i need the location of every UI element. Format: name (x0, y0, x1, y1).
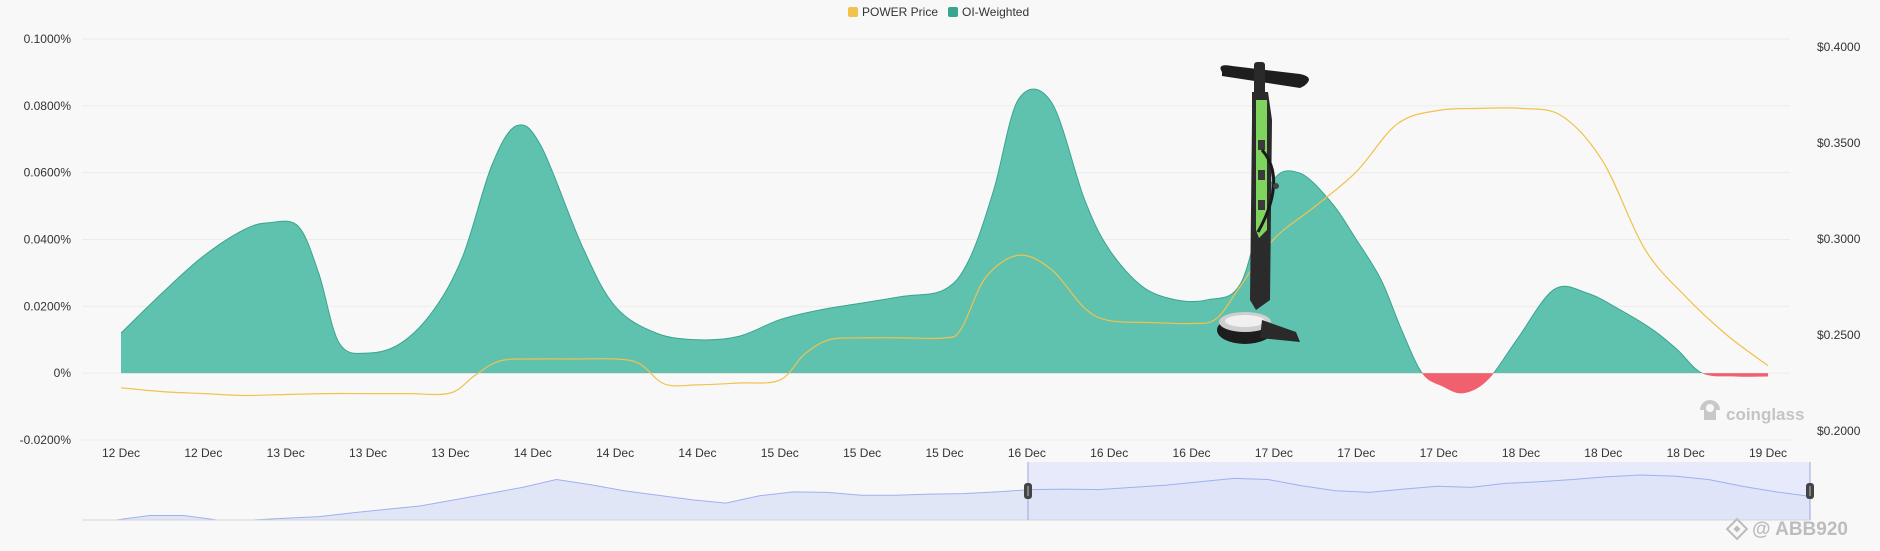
navigator-line (82, 474, 1811, 521)
legend-swatch-oi-weighted (948, 7, 958, 17)
left-y-axis: 0.1000% 0.0800% 0.0600% 0.0400% 0.0200% 0% -0.… (20, 32, 72, 447)
right-y-tick-label: $0.3000 (1817, 232, 1861, 246)
coinglass-watermark-text: coinglass (1726, 405, 1804, 424)
right-y-tick-label: $0.4000 (1817, 40, 1861, 54)
x-tick-label: 14 Dec (678, 446, 716, 460)
oi-area-positive (121, 89, 1703, 374)
coinglass-logo-icon (1700, 400, 1720, 420)
gridlines (82, 38, 1790, 441)
navigator-handle-right[interactable] (1806, 462, 1814, 520)
right-y-tick-label: $0.2000 (1817, 424, 1861, 438)
legend-swatch-power-price (848, 7, 858, 17)
x-tick-label: 14 Dec (596, 446, 634, 460)
x-tick-label: 13 Dec (349, 446, 387, 460)
legend-item-power-price[interactable]: POWER Price (848, 5, 938, 19)
x-tick-label: 16 Dec (1090, 446, 1128, 460)
left-y-tick-label: 0.0200% (24, 299, 72, 313)
left-y-tick-label: 0% (54, 366, 72, 380)
x-tick-label: 15 Dec (925, 446, 963, 460)
legend: POWER Price OI-Weighted (848, 5, 1029, 19)
x-tick-label: 19 Dec (1749, 446, 1787, 460)
author-watermark-text: @ ABB920 (1752, 519, 1848, 540)
x-tick-label: 17 Dec (1255, 446, 1293, 460)
oi-line (120, 88, 1704, 374)
left-y-tick-label: 0.1000% (24, 32, 72, 46)
right-y-axis: $0.4000 $0.3500 $0.3000 $0.2500 $0.2000 (1817, 40, 1861, 438)
x-tick-label: 17 Dec (1420, 446, 1458, 460)
oi-area-negative (121, 373, 1768, 394)
navigator-handle-left[interactable] (1024, 462, 1032, 520)
left-y-tick-label: 0.0800% (24, 99, 72, 113)
x-tick-label: 13 Dec (267, 446, 305, 460)
binance-logo-icon (1725, 517, 1749, 541)
x-tick-label: 16 Dec (1173, 446, 1211, 460)
legend-item-oi-weighted[interactable]: OI-Weighted (948, 5, 1029, 19)
x-tick-label: 15 Dec (843, 446, 881, 460)
x-tick-label: 12 Dec (184, 446, 222, 460)
power-price-series[interactable] (120, 107, 1769, 397)
x-tick-label: 17 Dec (1337, 446, 1375, 460)
left-y-tick-label: 0.0400% (24, 233, 72, 247)
x-tick-label: 12 Dec (102, 446, 140, 460)
x-tick-label: 16 Dec (1008, 446, 1046, 460)
x-tick-label: 18 Dec (1584, 446, 1622, 460)
price-line (120, 107, 1769, 397)
x-axis: 12 Dec 12 Dec 13 Dec 13 Dec 13 Dec 14 Dec 14 D… (102, 446, 1787, 460)
x-tick-label: 18 Dec (1502, 446, 1540, 460)
navigator[interactable] (82, 462, 1814, 521)
author-watermark: @ ABB920 (1725, 517, 1848, 541)
right-y-tick-label: $0.3500 (1817, 136, 1861, 150)
right-y-tick-label: $0.2500 (1817, 328, 1861, 342)
coinglass-watermark: coinglass (1700, 400, 1804, 424)
floor-pump-image (1217, 62, 1309, 344)
x-tick-label: 13 Dec (431, 446, 469, 460)
x-tick-label: 18 Dec (1667, 446, 1705, 460)
left-y-tick-label: 0.0600% (24, 166, 72, 180)
legend-label-power-price: POWER Price (862, 5, 938, 19)
navigator-area (82, 475, 1810, 520)
legend-label-oi-weighted: OI-Weighted (962, 5, 1029, 19)
oi-weighted-series[interactable] (120, 88, 1768, 394)
left-y-tick-label: -0.0200% (20, 433, 72, 447)
x-tick-label: 14 Dec (514, 446, 552, 460)
x-tick-label: 15 Dec (761, 446, 799, 460)
